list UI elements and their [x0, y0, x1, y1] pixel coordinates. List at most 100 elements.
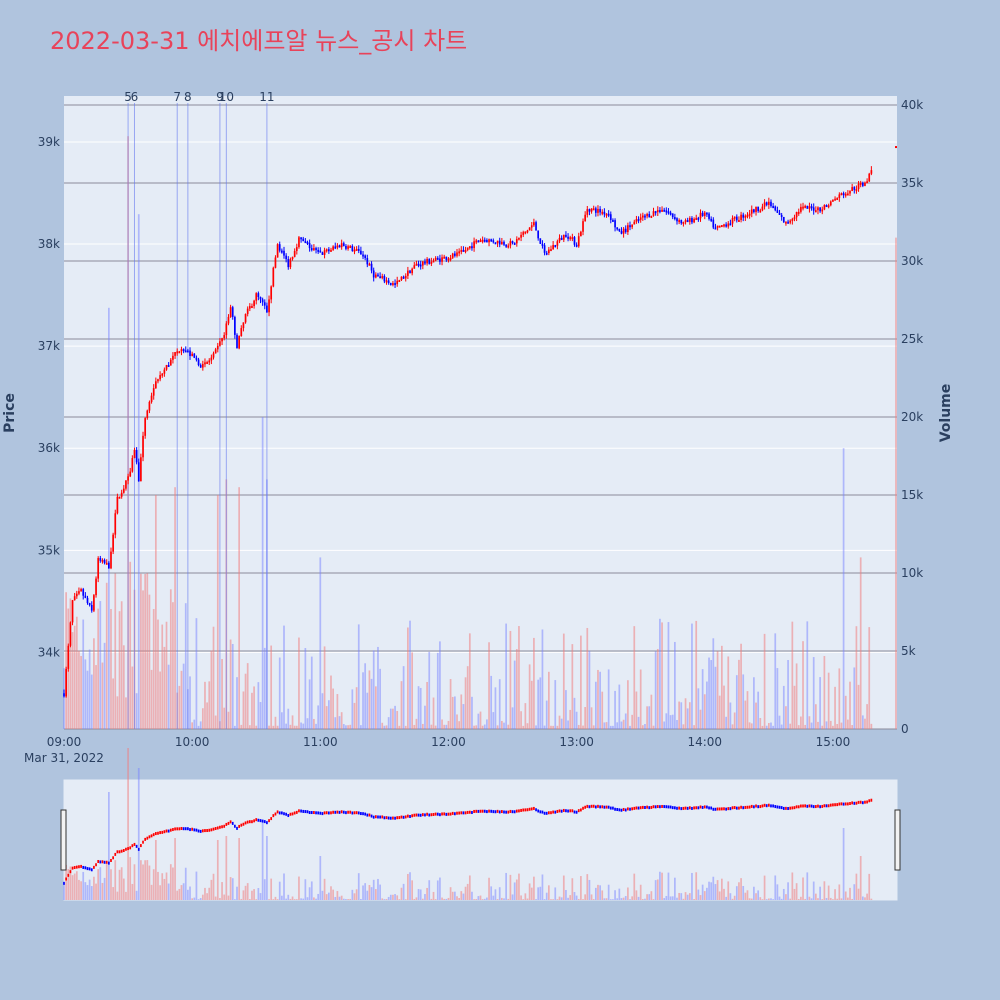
volume-bar	[533, 637, 535, 729]
volume-bar	[861, 715, 864, 729]
up-candle	[221, 338, 223, 342]
volume-bar	[120, 601, 123, 729]
slider-price-mark	[789, 806, 792, 810]
slider-price-mark	[706, 805, 708, 809]
slider-price-mark	[810, 804, 813, 808]
down-candle	[498, 240, 501, 245]
slider-price-mark	[283, 812, 285, 816]
range-slider-left-handle[interactable]	[60, 809, 67, 871]
down-candle	[757, 206, 760, 212]
slider-price-mark	[426, 812, 428, 816]
slider-volume-bar	[641, 899, 644, 900]
slider-price-mark	[750, 804, 753, 808]
slider-volume-bar	[834, 889, 836, 900]
slider-volume-bar	[178, 888, 181, 900]
up-candle	[797, 211, 800, 214]
down-candle	[364, 255, 367, 259]
volume-bar	[746, 691, 749, 729]
slider-volume-bar	[827, 885, 830, 900]
up-candle	[569, 237, 572, 240]
down-candle	[317, 249, 320, 252]
up-candle	[682, 222, 685, 225]
slider-volume-bar	[231, 878, 234, 900]
slider-volume-bar	[663, 898, 666, 900]
volume-bar	[821, 725, 824, 729]
slider-price-mark	[204, 829, 206, 833]
volume-bar	[172, 602, 174, 729]
volume-bar	[396, 710, 399, 729]
slider-volume-bar	[714, 884, 717, 900]
slider-volume-bar	[571, 878, 574, 900]
slider-volume-bar	[697, 889, 700, 900]
down-candle	[714, 227, 717, 230]
slider-price-mark	[782, 806, 785, 810]
volume-bar	[424, 705, 426, 729]
up-candle	[631, 224, 634, 228]
volume-bar	[366, 692, 369, 729]
range-slider-right-handle[interactable]	[894, 809, 901, 871]
slider-price-mark	[270, 817, 273, 821]
down-candle	[776, 210, 779, 213]
up-candle	[246, 308, 249, 314]
slider-price-mark	[285, 812, 287, 816]
down-candle	[567, 236, 569, 239]
slider-price-mark	[776, 805, 779, 809]
slider-volume-bar	[861, 896, 864, 900]
slider-price-mark	[654, 805, 657, 809]
range-slider[interactable]	[63, 779, 898, 901]
slider-price-mark	[547, 811, 550, 815]
slider-volume-bar	[330, 886, 332, 900]
volume-bar	[575, 711, 578, 729]
slider-price-mark	[699, 805, 702, 809]
up-candle	[466, 247, 469, 251]
up-candle	[688, 218, 691, 222]
down-candle	[729, 223, 732, 226]
up-candle	[441, 257, 443, 262]
slider-price-mark	[515, 809, 518, 813]
down-candle	[310, 248, 313, 251]
slider-price-mark	[332, 810, 334, 814]
volume-bar	[167, 664, 170, 729]
up-candle	[475, 240, 478, 243]
down-candle	[278, 244, 281, 251]
down-candle	[417, 263, 420, 266]
time-tick-label: 11:00	[303, 735, 338, 749]
volume-bar	[191, 722, 194, 729]
up-candle	[577, 236, 580, 247]
volume-bar	[644, 723, 646, 729]
slider-price-mark	[421, 813, 424, 817]
slider-price-mark	[454, 812, 456, 816]
volume-bar	[268, 725, 270, 729]
volume-bar	[552, 725, 554, 729]
volume-bar	[443, 724, 446, 729]
up-candle	[571, 237, 574, 240]
up-candle	[201, 363, 204, 368]
down-candle	[708, 213, 710, 219]
plot-area[interactable]	[64, 96, 897, 729]
slider-price-mark	[238, 824, 240, 828]
slider-price-mark	[366, 813, 369, 817]
slider-volume-bar	[526, 898, 529, 900]
volume-bar	[402, 666, 405, 729]
slider-price-mark	[537, 809, 540, 813]
volume-bar	[836, 723, 839, 729]
volume-bar	[849, 681, 851, 729]
volume-bar	[710, 660, 713, 729]
slider-price-mark	[725, 807, 727, 811]
down-candle	[394, 283, 396, 286]
slider-price-mark	[355, 811, 358, 815]
slider-price-mark	[844, 802, 847, 806]
volume-bar	[439, 641, 441, 729]
down-candle	[535, 222, 537, 231]
volume-bar	[808, 716, 811, 729]
up-candle	[411, 268, 414, 274]
volume-bar	[471, 696, 473, 729]
slider-volume-bar	[336, 891, 339, 900]
slider-price-mark	[479, 809, 482, 813]
slider-volume-bar	[629, 899, 631, 900]
slider-price-mark	[402, 815, 405, 819]
volume-bar	[432, 697, 435, 729]
slider-volume-bar	[477, 896, 480, 900]
slider-price-mark	[522, 808, 525, 812]
volume-bar	[210, 650, 213, 729]
